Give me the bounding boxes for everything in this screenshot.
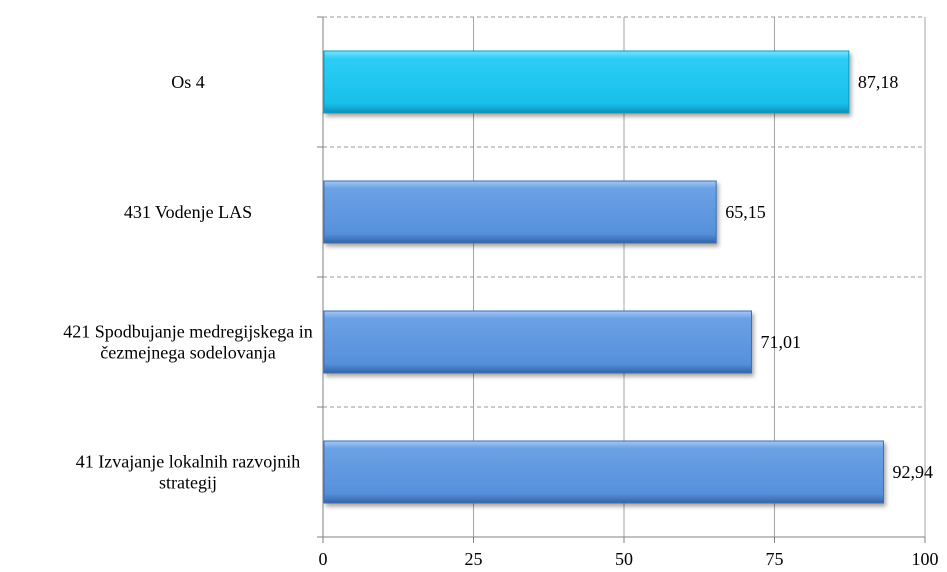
labels: 0 25 50 75 100 87,18 Os 4 65,15 431 Vodenje LAS 7… bbox=[63, 72, 938, 569]
category-label: 421 Spodbujanje medregijskega in bbox=[63, 322, 312, 342]
x-tick-label: 25 bbox=[465, 549, 483, 569]
bar bbox=[323, 50, 850, 114]
data-label: 65,15 bbox=[725, 202, 766, 222]
category-label: 41 Izvajanje lokalnih razvojnih bbox=[76, 452, 300, 472]
category-label: Os 4 bbox=[171, 72, 205, 92]
data-label: 87,18 bbox=[858, 72, 899, 92]
category-label: 431 Vodenje LAS bbox=[124, 202, 252, 222]
data-label: 71,01 bbox=[760, 332, 801, 352]
category-label: čezmejnega sodelovanja bbox=[100, 343, 275, 363]
x-tick-label: 50 bbox=[615, 549, 633, 569]
bars bbox=[323, 50, 884, 504]
x-tick-label: 0 bbox=[319, 549, 328, 569]
bar bbox=[323, 310, 752, 374]
bar bbox=[323, 180, 717, 244]
bar bbox=[323, 440, 884, 504]
data-label: 92,94 bbox=[892, 462, 933, 482]
category-label: strategij bbox=[159, 473, 217, 493]
axes bbox=[317, 16, 926, 543]
x-tick-label: 100 bbox=[912, 549, 939, 569]
x-tick-label: 75 bbox=[766, 549, 784, 569]
